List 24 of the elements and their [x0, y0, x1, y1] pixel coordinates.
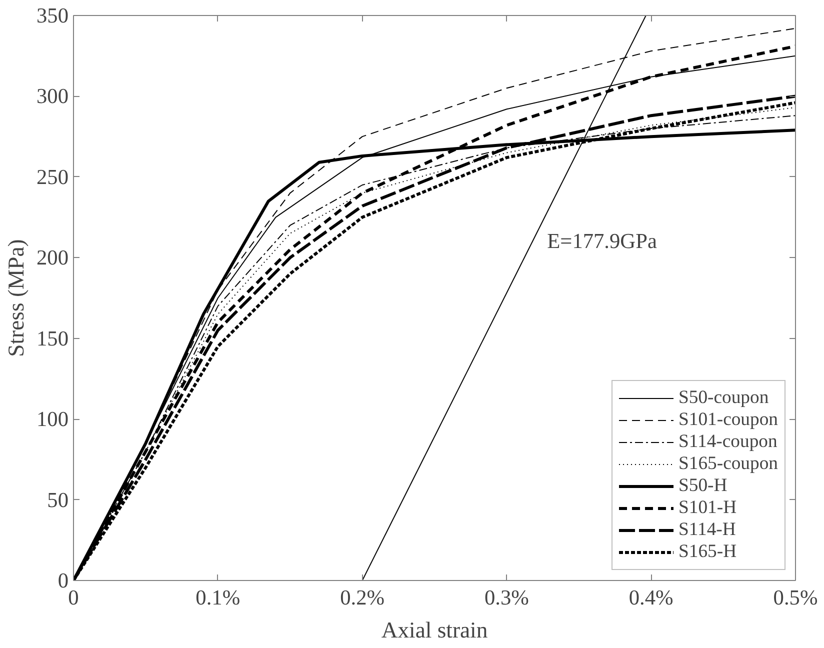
x-tick-label: 0.1%: [196, 586, 240, 610]
annotation: E=177.9GPa: [547, 228, 658, 253]
y-tick-label: 100: [36, 407, 69, 432]
x-tick-label: 0.4%: [628, 586, 674, 610]
y-tick-label: 350: [36, 4, 69, 28]
x-tick-label: 0.2%: [340, 586, 385, 610]
y-tick-label: 150: [36, 326, 69, 350]
legend-label: S165-H: [678, 541, 737, 563]
legend-label: S165-coupon: [678, 453, 778, 475]
legend-label: S114-coupon: [678, 431, 778, 453]
y-axis-title: Stress (MPa): [4, 239, 29, 357]
y-tick-label: 250: [36, 164, 69, 189]
x-tick-label: 0.3%: [484, 586, 530, 610]
y-tick-label: 200: [36, 246, 69, 270]
x-tick-label: 0.5%: [773, 586, 818, 610]
x-axis-title: Axial strain: [381, 618, 488, 642]
legend-label: S101-H: [678, 497, 737, 519]
legend-label: S101-coupon: [678, 409, 778, 431]
legend-label: S50-H: [678, 475, 728, 497]
legend-label: S114-H: [678, 519, 736, 541]
y-tick-label: 0: [58, 568, 69, 592]
y-tick-label: 50: [47, 488, 68, 512]
legend-label: S50-coupon: [678, 387, 769, 409]
y-tick-label: 300: [36, 84, 69, 108]
